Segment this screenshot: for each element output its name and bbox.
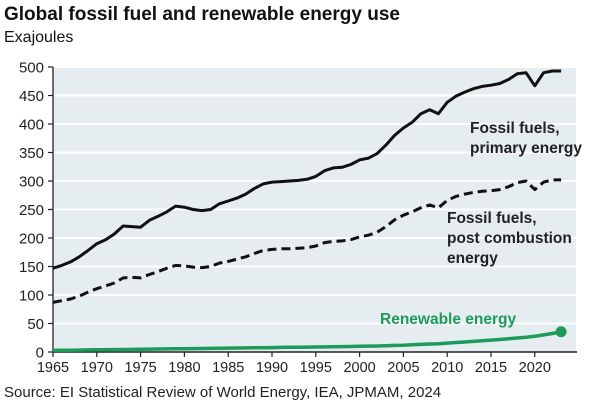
source-note: Source: EI Statistical Review of World E… <box>4 384 442 401</box>
y-tick-label: 300 <box>19 174 44 191</box>
y-tick-label: 450 <box>19 88 44 105</box>
series-label: primary energy <box>470 140 582 157</box>
x-tick-label: 1970 <box>81 360 113 376</box>
renewable-endpoint-marker <box>555 326 567 338</box>
y-tick-label: 400 <box>19 117 44 134</box>
x-tick-label: 2010 <box>431 360 463 376</box>
x-tick-label: 2000 <box>343 360 375 376</box>
x-tick-label: 1975 <box>124 360 156 376</box>
series-label: energy <box>447 250 498 267</box>
x-tick-label: 1995 <box>300 360 332 376</box>
y-tick-label: 200 <box>19 231 44 248</box>
x-tick-label: 1980 <box>168 360 200 376</box>
series-line-fossil-primary <box>52 69 562 270</box>
y-tick-label: 150 <box>19 259 44 276</box>
y-tick-label: 50 <box>27 316 44 333</box>
y-tick-label: 250 <box>19 202 44 219</box>
y-tick-label: 350 <box>19 145 44 162</box>
y-tick-label: 100 <box>19 288 44 305</box>
x-tick-label: 1965 <box>37 360 69 376</box>
x-tick-label: 2015 <box>475 360 507 376</box>
series-label: post combustion <box>447 230 572 247</box>
series-label: Fossil fuels, <box>447 210 537 227</box>
x-tick-label: 2005 <box>387 360 419 376</box>
y-tick-label: 500 <box>19 60 44 77</box>
chart-subtitle: Exajoules <box>4 29 74 46</box>
x-tick-label: 1990 <box>256 360 288 376</box>
series-line-renewable <box>53 330 562 353</box>
x-tick-label: 2020 <box>519 360 551 376</box>
series-label: Fossil fuels, <box>470 120 560 137</box>
y-tick-label: 0 <box>36 345 44 362</box>
series-label: Renewable energy <box>380 311 516 328</box>
series-line-fossil-post-combustion <box>52 178 562 304</box>
x-tick-label: 1985 <box>212 360 244 376</box>
chart-title: Global fossil fuel and renewable energy … <box>4 4 400 25</box>
